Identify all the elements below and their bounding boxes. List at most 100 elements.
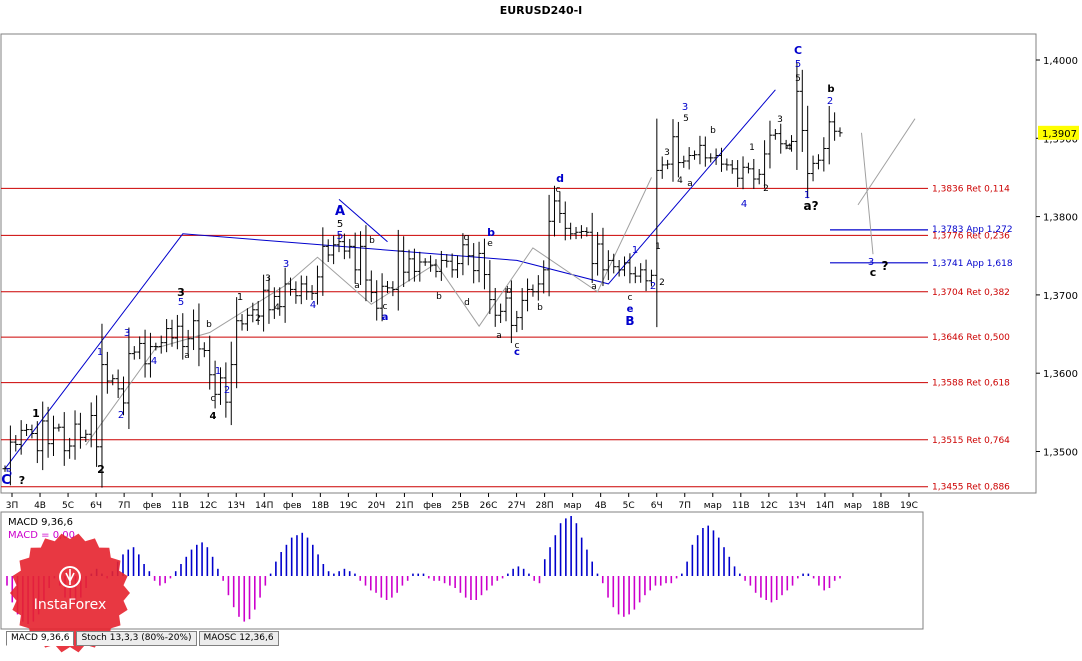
wave-label: b xyxy=(206,320,212,330)
x-tick-label: 6Ч xyxy=(90,501,102,511)
wave-label: A xyxy=(335,204,345,219)
wave-label: c xyxy=(556,185,561,195)
fib-level-label: 1,3455 Ret 0,886 xyxy=(932,483,1010,493)
x-tick-label: 26С xyxy=(480,501,498,511)
x-tick-label: 12С xyxy=(199,501,217,511)
projection-label: 1,3783 App 1,272 xyxy=(932,225,1013,235)
wave-label: 1 xyxy=(97,347,103,358)
x-tick-label: 7П xyxy=(679,501,692,511)
macd-params: MACD 9,36,6 xyxy=(8,517,73,528)
wave-label: 1 xyxy=(655,242,661,252)
wave-label: e xyxy=(627,304,634,315)
wave-label: 2 xyxy=(97,463,105,476)
wave-label: 2 xyxy=(255,314,261,324)
wave-label: a xyxy=(354,281,360,291)
x-tick-label: 11В xyxy=(171,501,189,511)
x-tick-label: мар xyxy=(704,501,722,511)
wave-label: b xyxy=(506,286,512,296)
wave-label: c xyxy=(464,233,469,243)
x-tick-label: 21П xyxy=(395,501,413,511)
x-tick-label: 14П xyxy=(816,501,834,511)
chart-title: EURUSD240-I xyxy=(500,4,583,17)
current-price-label: 1,3907 xyxy=(1042,129,1077,140)
wave-label: 5 xyxy=(337,229,344,242)
wave-label: 2 xyxy=(224,385,230,396)
wave-label: b xyxy=(827,84,834,95)
wave-label: d xyxy=(464,298,470,308)
wave-label: b xyxy=(369,236,375,246)
wave-label: 4 xyxy=(310,300,316,311)
x-tick-label: 6Ч xyxy=(651,501,663,511)
wave-label: 4 xyxy=(151,356,157,367)
x-tick-label: фев xyxy=(143,501,162,511)
fib-level-label: 1,3646 Ret 0,500 xyxy=(932,333,1010,343)
wave-label: a xyxy=(591,282,597,292)
wave-label: 5 xyxy=(337,219,343,230)
x-tick-label: 19С xyxy=(900,501,918,511)
wave-label: b xyxy=(436,292,442,302)
fib-level-label: 1,3836 Ret 0,114 xyxy=(932,184,1010,194)
wave-label: 2 xyxy=(118,410,124,421)
wave-label: ? xyxy=(882,259,889,273)
wave-label: a xyxy=(687,179,693,189)
wave-label: c xyxy=(870,266,877,279)
x-tick-label: 19С xyxy=(340,501,358,511)
wave-label: 1 xyxy=(632,245,638,256)
y-tick-label: 1,3500 xyxy=(1043,448,1078,459)
indicator-tabs: MACD 9,36,6 Stoch 13,3,3 (80%-20%) MAOSC… xyxy=(6,631,279,646)
wave-label: b xyxy=(710,126,716,136)
tab-macd[interactable]: MACD 9,36,6 xyxy=(6,631,75,646)
wave-label: 2 xyxy=(650,281,656,292)
wave-label: 2 xyxy=(763,184,769,194)
x-tick-label: 4В xyxy=(595,501,607,511)
x-tick-label: 5С xyxy=(62,501,74,511)
y-tick-label: 1,3800 xyxy=(1043,213,1078,224)
tab-stoch[interactable]: Stoch 13,3,3 (80%-20%) xyxy=(76,631,197,646)
fib-level-label: 1,3588 Ret 0,618 xyxy=(932,379,1010,389)
wave-label: 4 xyxy=(210,411,217,422)
fib-level-label: 1,3776 Ret 0,236 xyxy=(932,231,1010,241)
wave-label: a xyxy=(496,331,502,341)
wave-label: a xyxy=(382,312,389,323)
x-tick-label: 18В xyxy=(312,501,330,511)
wave-label: 1 xyxy=(32,407,40,420)
wave-label: B xyxy=(625,314,634,328)
y-tick-label: 1,3700 xyxy=(1043,291,1078,302)
logo-text: InstaForex xyxy=(33,597,107,613)
projection-label: 1,3741 App 1,618 xyxy=(932,259,1013,269)
tab-maosc[interactable]: MAOSC 12,36,6 xyxy=(198,631,279,646)
x-tick-label: 13Ч xyxy=(788,501,806,511)
x-tick-label: 12С xyxy=(760,501,778,511)
wave-label: ? xyxy=(19,474,25,487)
wave-label: c xyxy=(628,293,633,303)
wave-label: c xyxy=(211,394,216,404)
wave-trend-line xyxy=(338,199,388,243)
x-tick-label: фев xyxy=(423,501,442,511)
wave-label: 5 xyxy=(795,59,801,70)
projection-path-line xyxy=(857,118,916,255)
x-tick-label: 13Ч xyxy=(227,501,245,511)
wave-label: d xyxy=(556,172,564,185)
y-tick-label: 1,3600 xyxy=(1043,369,1078,380)
wave-label: 3 xyxy=(682,102,688,113)
x-tick-label: 20Ч xyxy=(368,501,386,511)
wave-label: 1 xyxy=(237,292,243,303)
fib-level-label: 1,3704 Ret 0,382 xyxy=(932,288,1010,298)
wave-label: 3 xyxy=(868,257,874,268)
x-tick-label: 14П xyxy=(255,501,273,511)
wave-label: 4 xyxy=(786,143,792,153)
x-tick-label: мар xyxy=(844,501,862,511)
wave-label: 5 xyxy=(178,297,184,308)
wave-label: 4 xyxy=(274,303,280,313)
wave-label: 5 xyxy=(6,466,13,479)
wave-label: 3 xyxy=(177,286,185,299)
wave-label: 4 xyxy=(677,176,683,186)
wave-label: 3 xyxy=(777,115,783,125)
wave-label: 2 xyxy=(827,96,833,107)
logo-badge-shape xyxy=(10,533,130,653)
x-tick-label: 25В xyxy=(452,501,470,511)
logo-emblem-icon xyxy=(59,566,81,588)
wave-label: 3 xyxy=(124,328,130,339)
wave-label: C xyxy=(1,473,11,488)
